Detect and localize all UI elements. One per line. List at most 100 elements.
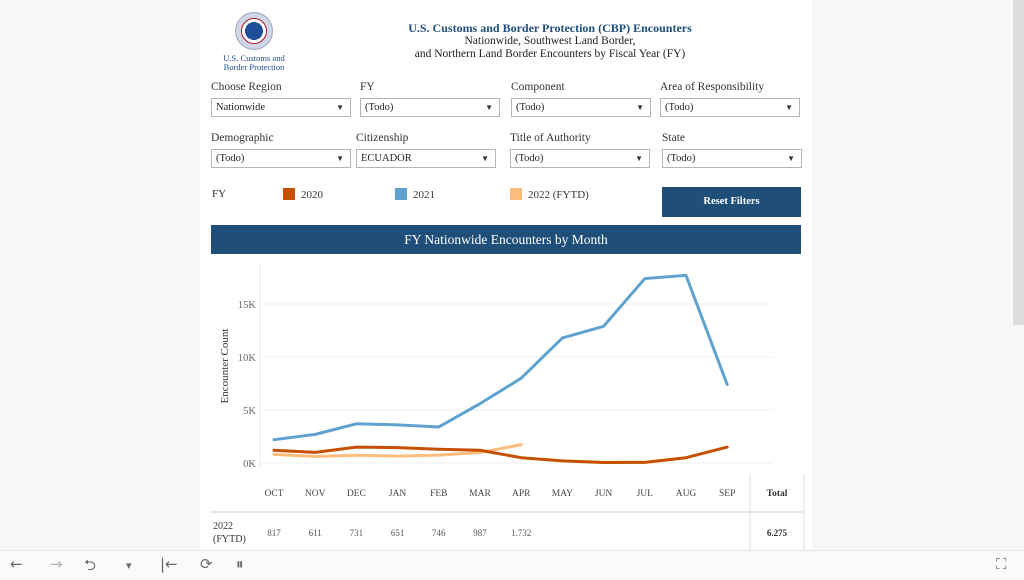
state-dropdown[interactable]: (Todo) ▼	[662, 149, 802, 168]
legend-item-2021[interactable]: 2021	[395, 188, 435, 201]
chart-banner-title: FY Nationwide Encounters by Month	[211, 225, 801, 254]
revert-icon[interactable]: ⮌	[84, 556, 97, 574]
dropdown-value: (Todo)	[515, 153, 544, 164]
dropdown-value: (Todo)	[665, 102, 694, 113]
filter-label: Choose Region	[211, 81, 282, 93]
line-chart: 0K 5K 10K 15K Encounter Count OCT NOV DEC JAN FEB…	[210, 263, 805, 550]
filter-label: Area of Responsibility	[660, 81, 765, 93]
x-tick-label: NOV	[305, 489, 326, 499]
legend-label: 2020	[301, 189, 323, 201]
table-cell: 746	[432, 528, 446, 538]
x-tick-label: AUG	[676, 489, 697, 499]
aor-dropdown[interactable]: (Todo) ▼	[660, 98, 800, 117]
table-cell: 817	[267, 528, 281, 538]
logo-text-line2: Border Protection	[223, 62, 285, 72]
filter-demographic: Demographic (Todo) ▼	[211, 132, 351, 168]
filter-label: Component	[511, 81, 565, 93]
redo-icon[interactable]: →	[50, 555, 63, 573]
total-header: Total	[767, 489, 788, 499]
dropdown-arrow-icon: ▼	[636, 103, 644, 112]
legend-label: 2022 (FYTD)	[528, 189, 589, 201]
legend-swatch	[283, 188, 295, 200]
table-total-cell: 6.275	[767, 528, 788, 538]
y-axis-label: Encounter Count	[219, 329, 231, 404]
x-tick-label: MAR	[469, 489, 491, 499]
pause-data-icon[interactable]: ⏸	[236, 555, 244, 573]
component-dropdown[interactable]: (Todo) ▼	[511, 98, 651, 117]
dropdown-value: (Todo)	[667, 153, 696, 164]
row-label: 2022	[213, 521, 233, 532]
y-tick-label: 10K	[238, 353, 257, 364]
y-tick-label: 5K	[243, 406, 256, 417]
legend-item-2020[interactable]: 2020	[283, 188, 323, 201]
x-tick-label: FEB	[430, 489, 447, 499]
table-cell: 731	[350, 528, 364, 538]
series-line-2021[interactable]	[272, 273, 729, 442]
undo-icon[interactable]: ←	[10, 555, 23, 573]
dashboard: U.S. Customs and Border Protection U.S. …	[200, 0, 812, 550]
demographic-dropdown[interactable]: (Todo) ▼	[211, 149, 351, 168]
x-tick-label: SEP	[719, 489, 735, 499]
cbp-seal-icon	[235, 12, 273, 50]
legend-label: 2021	[413, 189, 435, 201]
dropdown-icon[interactable]: ▾	[126, 559, 132, 572]
table-cell: 1.732	[511, 528, 531, 538]
citizenship-dropdown[interactable]: ECUADOR ▼	[356, 149, 496, 168]
filter-region: Choose Region Nationwide ▼	[211, 81, 351, 117]
legend-title: FY	[212, 188, 227, 200]
legend-swatch	[510, 188, 522, 200]
reset-filters-button[interactable]: Reset Filters	[662, 187, 801, 217]
title-of-authority-dropdown[interactable]: (Todo) ▼	[510, 149, 650, 168]
filter-state: State (Todo) ▼	[662, 132, 802, 168]
x-tick-label: JUL	[637, 489, 654, 499]
dropdown-arrow-icon: ▼	[336, 154, 344, 163]
x-tick-label: OCT	[265, 489, 284, 499]
first-page-icon[interactable]: |←	[160, 555, 178, 573]
x-tick-label: JUN	[595, 489, 613, 499]
series-line-2020[interactable]	[272, 445, 729, 464]
region-dropdown[interactable]: Nationwide ▼	[211, 98, 351, 117]
dropdown-arrow-icon: ▼	[481, 154, 489, 163]
vertical-scrollbar[interactable]	[1013, 0, 1024, 325]
table-cell: 611	[309, 528, 322, 538]
dropdown-value: (Todo)	[516, 102, 545, 113]
filter-citizenship: Citizenship ECUADOR ▼	[356, 132, 496, 168]
dropdown-value: (Todo)	[365, 102, 394, 113]
y-tick-label: 15K	[238, 300, 257, 311]
filter-label: Title of Authority	[510, 132, 591, 144]
filter-label: Demographic	[211, 132, 274, 144]
refresh-data-icon[interactable]: ⟳	[200, 555, 213, 573]
dropdown-value: ECUADOR	[361, 153, 412, 164]
cbp-logo: U.S. Customs and Border Protection	[214, 12, 294, 72]
table-cell: 987	[473, 528, 487, 538]
table-cell: 651	[391, 528, 405, 538]
filter-component: Component (Todo) ▼	[511, 81, 651, 117]
legend-item-2022[interactable]: 2022 (FYTD)	[510, 188, 589, 201]
filter-fy: FY (Todo) ▼	[360, 81, 500, 117]
dropdown-arrow-icon: ▼	[785, 103, 793, 112]
dropdown-value: Nationwide	[216, 102, 265, 113]
x-tick-label: JAN	[389, 489, 407, 499]
dropdown-arrow-icon: ▼	[485, 103, 493, 112]
page-subtitle-2: and Northern Land Border Encounters by F…	[414, 48, 686, 60]
dropdown-arrow-icon: ▼	[787, 154, 795, 163]
row-label: (FYTD)	[213, 534, 246, 545]
page-title: U.S. Customs and Border Protection (CBP)…	[408, 21, 692, 35]
dropdown-arrow-icon: ▼	[635, 154, 643, 163]
fullscreen-icon[interactable]: ⛶	[996, 555, 1007, 573]
page-header: U.S. Customs and Border Protection (CBP)…	[390, 22, 710, 61]
page-subtitle-1: Nationwide, Southwest Land Border,	[464, 35, 636, 47]
legend-swatch	[395, 188, 407, 200]
bottom-toolbar: ← → ⮌ ▾ |← ⟳ ⏸ ⛶	[0, 550, 1024, 579]
filter-label: FY	[360, 81, 375, 93]
dropdown-arrow-icon: ▼	[336, 103, 344, 112]
logo-text-line1: U.S. Customs and	[223, 53, 285, 63]
series-line-2022-fytd[interactable]	[272, 443, 523, 459]
logo-text: U.S. Customs and Border Protection	[214, 54, 294, 72]
dropdown-value: (Todo)	[216, 153, 245, 164]
filter-aor: Area of Responsibility (Todo) ▼	[660, 81, 800, 117]
x-tick-label: DEC	[347, 489, 366, 499]
filter-title-of-authority: Title of Authority (Todo) ▼	[510, 132, 650, 168]
fy-dropdown[interactable]: (Todo) ▼	[360, 98, 500, 117]
x-tick-label: APR	[512, 489, 531, 499]
